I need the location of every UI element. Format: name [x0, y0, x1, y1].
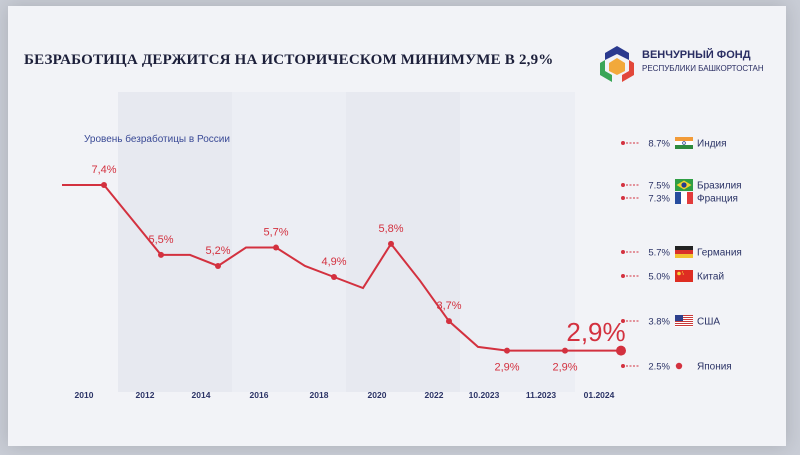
comparison-value: 7.3%: [648, 194, 670, 205]
comparison-dot: [621, 141, 625, 145]
background-band: [232, 92, 347, 392]
india-flag-icon: [675, 137, 693, 149]
data-label: 4,9%: [321, 256, 346, 268]
comparison-value: 3.8%: [648, 317, 670, 328]
comparison-value: 5.0%: [648, 272, 670, 283]
x-tick-label: 2010: [75, 390, 94, 400]
data-label: 5,7%: [263, 227, 288, 239]
data-label: 5,8%: [378, 223, 403, 235]
usa-flag-icon: [675, 315, 693, 327]
data-point: [215, 262, 221, 269]
data-point: [101, 182, 107, 188]
country-name: Франция: [697, 194, 738, 205]
russia-series: 7,4% 5,5% 5,2% 5,7% 4,9% 5,8% 3,7% 2,9% 2,9% 2,9%: [62, 164, 626, 374]
x-tick-label: 2018: [310, 390, 329, 400]
background-band: [346, 92, 461, 392]
data-label: 7,4%: [91, 164, 116, 176]
comparison-dot: [621, 250, 625, 254]
comparison-dot: [621, 196, 625, 200]
x-axis-ticks: 2010 2012 2014 2016 2018 2020 2022 10.2023 11.20…: [75, 390, 615, 400]
france-flag-icon: [675, 192, 693, 204]
data-point: [504, 347, 510, 354]
highlight-value: 2,9%: [566, 317, 625, 347]
country-name: Бразилия: [697, 181, 742, 192]
country-comparison: 8.7% Индия 7.5% Бразилия 7.3% Франция 5.7% Герм…: [621, 137, 742, 373]
x-tick-label: 2020: [368, 390, 387, 400]
fund-logo-subtitle: РЕСПУБЛИКИ БАШКОРТОСТАН: [642, 64, 764, 73]
data-label: 3,7%: [436, 300, 461, 312]
comparison-dot: [621, 319, 625, 323]
china-flag-icon: [675, 270, 693, 282]
data-label: 5,5%: [148, 234, 173, 246]
country-name: Китай: [697, 272, 724, 283]
x-tick-label: 2014: [192, 390, 211, 400]
background-band: [118, 92, 233, 392]
chart-title: Уровень безработицы в России: [84, 133, 230, 145]
germany-flag-icon: [675, 246, 693, 258]
fund-logo-icon: [600, 46, 634, 82]
x-tick-label: 10.2023: [469, 390, 500, 400]
country-name: Германия: [697, 248, 742, 259]
comparison-dot: [621, 183, 625, 187]
comparison-dot: [621, 364, 625, 368]
x-tick-label: 11.2023: [526, 390, 557, 400]
data-point: [388, 240, 394, 247]
data-label: 2,9%: [552, 362, 577, 374]
data-point: [158, 251, 164, 258]
country-name: США: [697, 317, 720, 328]
data-point: [273, 244, 279, 251]
comparison-dot: [621, 274, 625, 278]
x-tick-label: 2016: [250, 390, 269, 400]
country-name: Япония: [697, 362, 732, 373]
data-label: 2,9%: [494, 362, 519, 374]
data-point: [446, 318, 452, 325]
x-tick-label: 01.2024: [584, 390, 615, 400]
comparison-value: 5.7%: [648, 248, 670, 259]
country-name: Индия: [697, 139, 727, 150]
slide-title: БЕЗРАБОТИЦА ДЕРЖИТСЯ НА ИСТОРИЧЕСКОМ МИН…: [24, 52, 554, 68]
comparison-value: 2.5%: [648, 362, 670, 373]
data-point: [562, 347, 568, 354]
data-label: 5,2%: [205, 245, 230, 257]
latest-point: [616, 345, 626, 356]
x-tick-label: 2012: [136, 390, 155, 400]
comparison-value: 8.7%: [648, 139, 670, 150]
data-point: [331, 274, 337, 280]
background-bands: [118, 92, 575, 392]
fund-logo-name: ВЕНЧУРНЫЙ ФОНД: [642, 49, 751, 61]
fund-logo: ВЕНЧУРНЫЙ ФОНД РЕСПУБЛИКИ БАШКОРТОСТАН: [596, 44, 766, 84]
brazil-flag-icon: [675, 179, 693, 191]
x-tick-label: 2022: [425, 390, 444, 400]
background-band: [460, 92, 575, 392]
red-dot-marker-icon: [675, 362, 683, 370]
comparison-value: 7.5%: [648, 181, 670, 192]
